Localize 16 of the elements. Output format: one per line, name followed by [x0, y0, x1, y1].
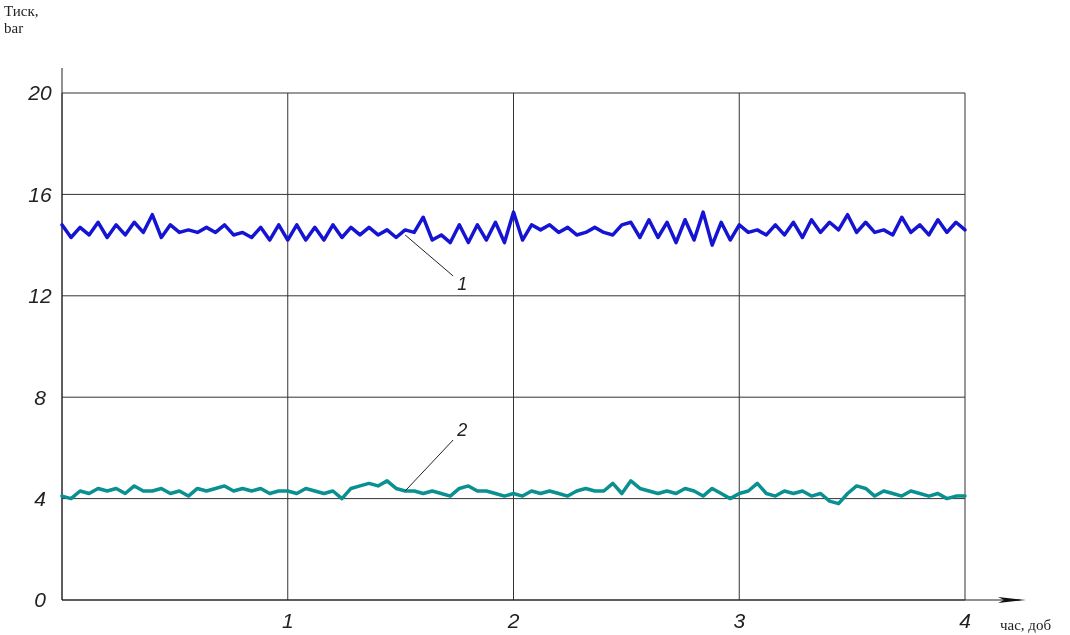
x-tick-label: 1: [281, 609, 294, 632]
y-tick-label: 8: [34, 385, 47, 409]
x-axis-title: час, доб: [1000, 617, 1052, 633]
x-tick-label: 4: [959, 609, 971, 632]
line-series: [60, 210, 967, 247]
line-series: [60, 479, 967, 506]
x-tick-label: 2: [506, 609, 520, 632]
y-tick-label: 4: [34, 486, 46, 510]
y-tick-label: 12: [28, 284, 52, 308]
y-tick-label: 0: [34, 588, 47, 612]
y-tick-label: 16: [28, 182, 52, 206]
annotation: 1: [457, 273, 468, 294]
y-axis-title: Тиск, bar: [4, 3, 39, 36]
y-tick-label: 20: [27, 81, 52, 105]
x-tick-label: 3: [733, 609, 746, 632]
annotation: 2: [456, 419, 468, 440]
